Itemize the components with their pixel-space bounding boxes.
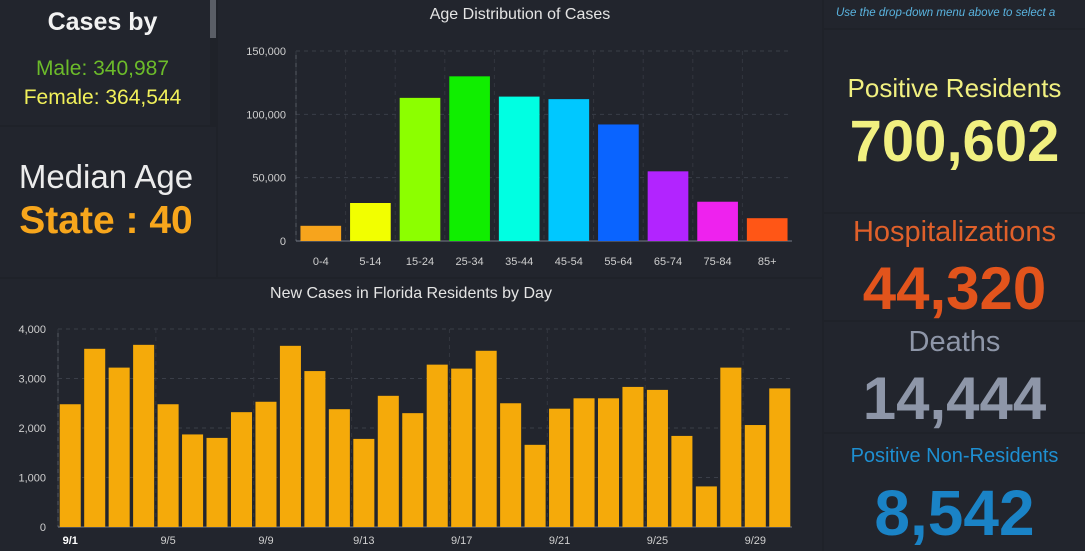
age-bar: [399, 97, 441, 241]
age-bar: [598, 124, 639, 241]
positive-nonresidents-value: 8,542: [874, 477, 1035, 549]
positive-nonresidents-panel: Positive Non-Residents 8,542: [824, 434, 1085, 551]
age-bar: [746, 218, 788, 241]
positive-nonresidents-label: Positive Non-Residents: [850, 445, 1059, 467]
daily-bar: [646, 389, 668, 527]
y-tick-label: 1,000: [18, 473, 46, 485]
hospitalizations-panel: Hospitalizations 44,320: [824, 214, 1085, 322]
daily-bar: [304, 371, 326, 527]
daily-bar: [59, 404, 81, 527]
daily-cases-chart: 0 1,000 2,000 3,000 4,000 9/1 9/5 9/9 9/13 9/17 9/…: [18, 324, 792, 547]
x-tick-label: 55-64: [604, 256, 632, 268]
x-tick-label: 15-24: [406, 256, 434, 268]
daily-bar: [426, 364, 448, 527]
hospitalizations-label: Hospitalizations: [852, 216, 1057, 248]
male-cases-count: Male: 340,987: [35, 57, 170, 80]
daily-bar: [720, 367, 742, 527]
age-distribution-chart: 0 50,000 100,000 150,000 0-4 5-14 15-24 25-34 35…: [246, 46, 792, 268]
y-tick-label: 100,000: [246, 109, 286, 121]
daily-bar: [524, 444, 546, 527]
y-tick-label: 3,000: [18, 374, 46, 386]
daily-chart-title: New Cases in Florida Residents by Day: [270, 285, 552, 302]
daily-bar: [108, 367, 130, 527]
cases-by-title: Cases by: [47, 8, 158, 36]
x-tick-label: 9/9: [258, 535, 273, 547]
age-distribution-panel: Age Distribution of Cases 0 50,000 100,000…: [218, 0, 822, 277]
y-tick-label: 50,000: [252, 173, 286, 185]
daily-bar: [500, 403, 522, 527]
daily-bar: [182, 434, 204, 527]
x-tick-label: 45-54: [555, 256, 583, 268]
positive-residents-panel: Positive Residents 700,602: [824, 30, 1085, 212]
deaths-label: Deaths: [908, 326, 1001, 358]
age-bar: [697, 201, 738, 241]
y-tick-label: 0: [40, 522, 46, 534]
x-tick-label: 9/25: [647, 535, 668, 547]
positive-residents-label: Positive Residents: [847, 73, 1062, 103]
hint-panel: Use the drop-down menu above to select a: [824, 0, 1085, 28]
daily-bar: [549, 408, 571, 527]
x-tick-label: 5-14: [359, 256, 381, 268]
cases-by-sex-panel: Cases by Male: 340,987 Female: 364,544: [0, 0, 210, 125]
age-bar: [548, 99, 590, 241]
median-age-value: State : 40: [19, 199, 193, 242]
age-bar: [350, 203, 391, 241]
age-bar: [647, 171, 689, 241]
positive-residents-value: 700,602: [849, 109, 1060, 174]
age-bar: [498, 96, 540, 241]
daily-bar: [744, 425, 766, 527]
x-tick-label: 9/21: [549, 535, 570, 547]
y-tick-label: 0: [280, 236, 286, 248]
age-bar: [300, 225, 342, 241]
daily-bar: [769, 388, 791, 527]
daily-bar: [353, 438, 375, 527]
daily-bar: [206, 437, 228, 527]
daily-bar: [695, 486, 717, 527]
daily-bar: [402, 413, 424, 527]
deaths-value: 14,444: [862, 365, 1047, 432]
daily-bar: [451, 368, 473, 527]
y-tick-label: 2,000: [18, 423, 46, 435]
daily-cases-panel: New Cases in Florida Residents by Day 0 1…: [0, 279, 822, 551]
x-tick-label: 0-4: [313, 256, 329, 268]
daily-bar: [475, 350, 497, 527]
x-tick-label: 9/5: [160, 535, 175, 547]
daily-bar: [255, 401, 277, 527]
daily-bar: [573, 398, 595, 527]
age-bar: [449, 76, 490, 241]
x-tick-label: 9/29: [745, 535, 766, 547]
dropdown-hint-text: Use the drop-down menu above to select a: [836, 7, 1056, 19]
y-tick-label: 4,000: [18, 324, 46, 336]
hospitalizations-value: 44,320: [862, 255, 1047, 322]
daily-bar: [133, 344, 155, 527]
daily-bar: [597, 398, 620, 527]
x-tick-label: 35-44: [505, 256, 533, 268]
daily-bar: [377, 395, 399, 527]
daily-bar: [279, 345, 301, 527]
age-chart-title: Age Distribution of Cases: [429, 6, 611, 23]
x-tick-label: 25-34: [456, 256, 484, 268]
daily-bar: [622, 386, 644, 527]
panel-scrollbar[interactable]: [210, 0, 216, 38]
daily-bar: [230, 412, 253, 527]
x-tick-label: 9/17: [451, 535, 472, 547]
x-tick-label: 65-74: [654, 256, 682, 268]
female-cases-count: Female: 364,544: [23, 86, 182, 109]
median-age-label: Median Age: [18, 158, 194, 195]
daily-bar: [671, 435, 693, 527]
x-tick-label: 9/1: [63, 535, 78, 547]
daily-bar: [328, 409, 350, 527]
daily-bar: [84, 348, 106, 527]
x-tick-label: 9/13: [353, 535, 374, 547]
x-tick-label: 85+: [758, 256, 777, 268]
median-age-panel: Median Age State : 40: [0, 127, 216, 277]
deaths-panel: Deaths 14,444: [824, 322, 1085, 432]
x-tick-label: 75-84: [704, 256, 732, 268]
daily-bar: [157, 404, 179, 527]
y-tick-label: 150,000: [246, 46, 286, 58]
